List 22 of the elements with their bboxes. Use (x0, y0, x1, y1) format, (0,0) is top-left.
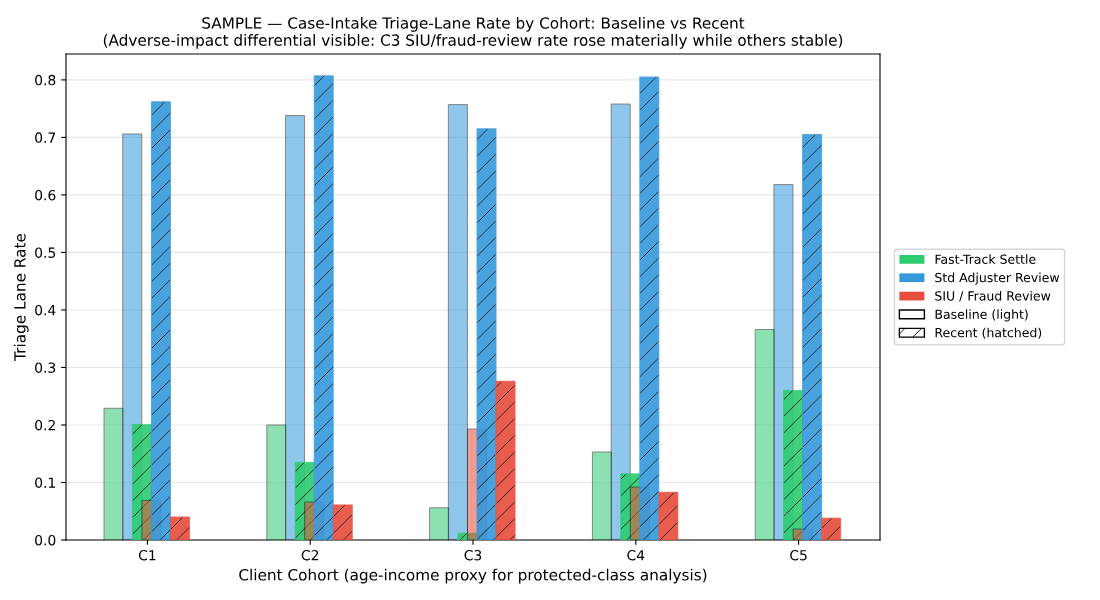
legend-label: Std Adjuster Review (935, 272, 1060, 285)
y-tick-label: 0.2 (35, 419, 55, 431)
y-tick-label: 0.7 (35, 132, 56, 143)
y-tick-label: 0.3 (35, 362, 56, 373)
x-tick-label: C5 (790, 549, 807, 561)
x-tick-label: C1 (138, 549, 156, 561)
text: Baseline (light) (935, 309, 1028, 322)
x-tick-label: C3 (464, 549, 482, 561)
x-tick-label: C2 (301, 549, 319, 561)
y-tick-label: 0.4 (35, 304, 56, 316)
legend-label: Fast-Track Settle (935, 254, 1036, 264)
y-tick-label: 0.0 (35, 534, 56, 546)
y-tick-label: 0.6 (35, 189, 56, 201)
y-tick-label: 0.1 (35, 477, 55, 488)
text: Recent (hatched) (935, 327, 1042, 339)
chart-title: SAMPLE — Case-Intake Triage-Lane Rate by Cohort: Baseline vs Recent (Adverse-impact differential visible: C3 SIU/fraud-review rate rose materially while others stable) (103, 16, 843, 49)
legend-label: SIU / Fraud Review (935, 290, 1051, 302)
x-axis-title: Client Cohort (age-income proxy for protected-class analysis) (239, 568, 707, 584)
y-tick-label: 0.8 (35, 74, 56, 86)
x-tick-label: C4 (627, 549, 645, 561)
y-axis-title: Triage Lane Rate (13, 233, 29, 361)
y-tick-label: 0.5 (35, 247, 56, 258)
